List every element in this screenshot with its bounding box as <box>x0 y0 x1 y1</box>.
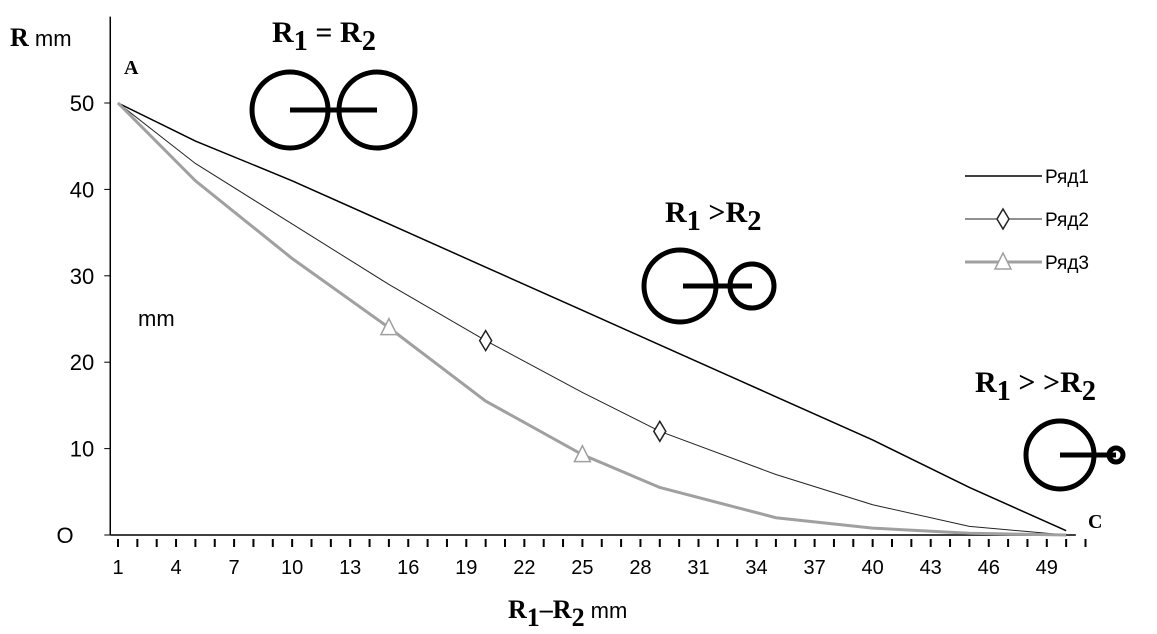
text-part: 1 <box>294 26 308 57</box>
formula: R1 = R2 <box>272 16 376 57</box>
marker <box>996 207 1010 231</box>
text-part: 2 <box>362 26 376 57</box>
x-tick-label: 28 <box>629 557 651 579</box>
text-part: 2 <box>572 603 585 632</box>
x-tick-label: 10 <box>281 557 303 579</box>
x-tick-label: 4 <box>170 557 181 579</box>
legend-label: Ряд1 <box>1045 167 1089 188</box>
y-tick-label: 30 <box>70 264 94 289</box>
line <box>117 102 1067 536</box>
x-tick-label: 1 <box>112 557 123 579</box>
text-part: 1 <box>527 603 540 632</box>
text-part: R <box>508 595 527 624</box>
y-tick-label: 40 <box>70 177 94 202</box>
text-part: = R <box>308 16 362 49</box>
text-part: mm <box>585 598 628 623</box>
marker <box>652 419 667 443</box>
marker <box>993 251 1013 270</box>
x-tick-label: 40 <box>862 557 884 579</box>
y-tick-label: 10 <box>70 437 94 462</box>
formula: R1 > >R2 <box>975 366 1096 407</box>
text-part: >R <box>701 196 748 229</box>
text-part: 1 <box>687 206 701 237</box>
x-tick-label: 19 <box>455 557 477 579</box>
y-axis-title: R mm <box>10 23 72 52</box>
annotation: C <box>1088 511 1102 533</box>
text-part: 1 <box>997 376 1011 407</box>
x-tick-label: 13 <box>339 557 361 579</box>
marker <box>379 316 399 336</box>
x-tick-label: 43 <box>920 557 942 579</box>
line <box>117 102 1067 532</box>
x-tick-label: 25 <box>571 557 593 579</box>
text-part: R <box>272 16 294 49</box>
annotation: A <box>124 57 139 79</box>
legend-label: Ряд3 <box>1045 253 1089 274</box>
annotation: mm <box>138 306 175 331</box>
text-part: R <box>975 366 997 399</box>
y-tick-label: O <box>56 523 73 548</box>
x-tick-label: 46 <box>978 557 1000 579</box>
x-tick-label: 37 <box>803 557 825 579</box>
x-tick-label: 34 <box>745 557 767 579</box>
x-tick-label: 16 <box>397 557 419 579</box>
text-part: mm <box>29 26 72 51</box>
legend-label: Ряд2 <box>1045 210 1089 231</box>
y-tick-label: 20 <box>70 350 94 375</box>
y-tick-label: 50 <box>70 91 94 116</box>
text-part: 2 <box>747 206 761 237</box>
marker <box>478 329 493 353</box>
formula: R1 >R2 <box>665 196 761 237</box>
text-part: R <box>10 23 29 52</box>
x-tick-label: 7 <box>229 557 240 579</box>
text-part: –R <box>539 595 572 624</box>
x-tick-label: 22 <box>513 557 535 579</box>
icons <box>249 69 1126 492</box>
x-axis-title: R1–R2 mm <box>508 595 627 632</box>
x-tick-label: 49 <box>1036 557 1058 579</box>
text-part: > >R <box>1011 366 1082 399</box>
text-part: R <box>665 196 687 229</box>
text-part: 2 <box>1082 376 1096 407</box>
marker <box>573 443 592 463</box>
x-tick-label: 31 <box>687 557 709 579</box>
